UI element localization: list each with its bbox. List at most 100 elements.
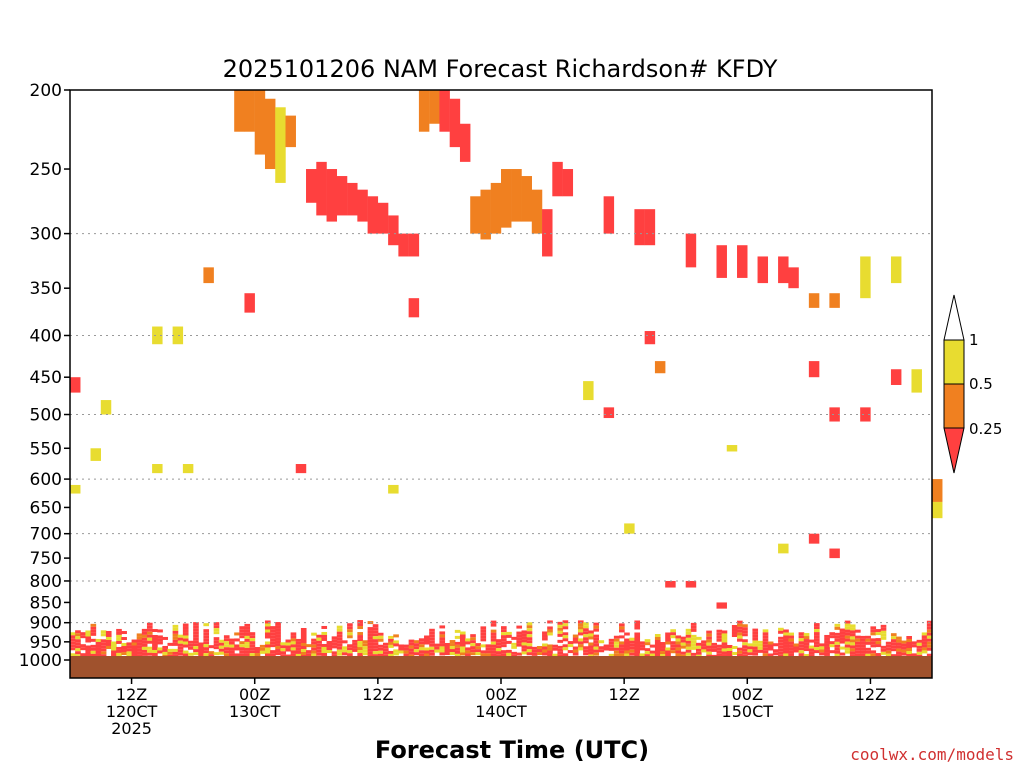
low-level-cell — [619, 644, 625, 648]
low-level-cell — [552, 644, 558, 648]
y-tick-label: 900 — [30, 614, 62, 634]
low-level-cell — [906, 642, 912, 646]
low-level-cell — [203, 653, 210, 657]
low-level-cell — [157, 635, 163, 639]
low-level-cell — [336, 637, 343, 641]
low-level-cell — [670, 635, 676, 639]
low-level-cell — [295, 653, 302, 657]
low-level-cell — [619, 650, 625, 654]
low-level-cell — [890, 648, 897, 652]
x-tick-label: 140CT — [475, 702, 527, 721]
low-level-cell — [629, 637, 635, 641]
low-level-cell — [767, 653, 774, 657]
low-level-cell — [783, 629, 789, 633]
low-level-cell — [146, 646, 153, 650]
low-level-cell — [157, 650, 163, 654]
low-level-cell — [357, 620, 363, 624]
low-level-cell — [521, 633, 528, 637]
low-level-cell — [644, 639, 651, 643]
low-level-cell — [588, 654, 594, 658]
low-level-cell — [562, 647, 569, 651]
heatmap-cell — [911, 369, 922, 393]
low-level-cell — [413, 652, 420, 656]
low-level-cell — [264, 647, 271, 651]
low-level-cell — [721, 648, 728, 652]
low-level-cell — [352, 639, 358, 643]
x-tick-label: 12Z — [608, 685, 639, 704]
low-level-cell — [855, 650, 861, 654]
low-level-cell — [80, 635, 86, 639]
low-level-cell — [536, 646, 543, 650]
low-level-cell — [849, 627, 856, 631]
low-level-cell — [849, 624, 856, 628]
low-level-cell — [377, 647, 384, 651]
low-level-cell — [439, 634, 446, 638]
low-level-cell — [654, 636, 661, 640]
low-level-cell — [357, 641, 363, 645]
low-level-cell — [870, 626, 877, 630]
low-level-cell — [583, 640, 589, 644]
low-level-cell — [162, 651, 169, 655]
low-level-cell — [393, 652, 399, 656]
low-level-cell — [501, 635, 507, 639]
low-level-cell — [762, 650, 769, 654]
low-level-cell — [501, 629, 507, 633]
low-level-cell — [116, 652, 122, 656]
low-level-cell — [90, 650, 97, 654]
low-level-cell — [855, 641, 861, 645]
low-level-cell — [367, 642, 374, 646]
low-level-cell — [347, 632, 353, 636]
low-level-cell — [875, 638, 882, 642]
low-level-cell — [737, 626, 743, 630]
low-level-cell — [239, 647, 245, 651]
low-level-cell — [813, 647, 820, 651]
low-level-cell — [788, 635, 794, 639]
low-level-cell — [778, 645, 784, 649]
low-level-cell — [742, 651, 748, 655]
y-tick-label: 750 — [30, 549, 62, 569]
low-level-cell — [85, 648, 92, 652]
low-level-cell — [105, 633, 112, 637]
low-level-cell — [182, 644, 189, 648]
y-tick-label: 500 — [30, 406, 62, 426]
low-level-cell — [880, 645, 887, 649]
low-level-cell — [131, 648, 138, 652]
low-level-cell — [547, 626, 553, 630]
x-axis-label: Forecast Time (UTC) — [375, 736, 649, 764]
low-level-cell — [880, 636, 887, 640]
low-level-cell — [490, 638, 497, 642]
low-level-cell — [762, 644, 769, 648]
low-level-cell — [834, 632, 841, 636]
low-level-cell — [480, 632, 487, 636]
low-level-cell — [465, 638, 471, 642]
low-level-cell — [90, 623, 97, 627]
low-level-cell — [757, 649, 764, 653]
low-level-cell — [772, 652, 779, 656]
low-level-cell — [819, 646, 825, 650]
low-level-cell — [75, 636, 81, 640]
low-level-cell — [916, 639, 923, 643]
low-level-cell — [531, 649, 538, 653]
low-level-cell — [480, 635, 487, 639]
low-level-cell — [613, 644, 620, 648]
low-level-cell — [326, 641, 333, 645]
low-level-cell — [593, 643, 600, 647]
y-tick-label: 200 — [30, 81, 62, 101]
low-level-cell — [223, 647, 230, 651]
low-level-cell — [680, 639, 687, 643]
low-level-cell — [198, 642, 204, 646]
low-level-cell — [798, 653, 805, 657]
low-level-cell — [783, 650, 789, 654]
low-level-cell — [275, 646, 281, 650]
low-level-cell — [223, 638, 230, 642]
low-level-cell — [783, 635, 789, 639]
low-level-cell — [357, 632, 363, 636]
low-level-cell — [526, 628, 533, 632]
low-level-cell — [90, 629, 97, 633]
low-level-cell — [270, 629, 276, 633]
low-level-cell — [921, 644, 928, 648]
low-level-cell — [347, 644, 353, 648]
heatmap-cell — [932, 501, 943, 519]
low-level-cell — [583, 622, 589, 626]
low-level-cell — [675, 644, 682, 648]
